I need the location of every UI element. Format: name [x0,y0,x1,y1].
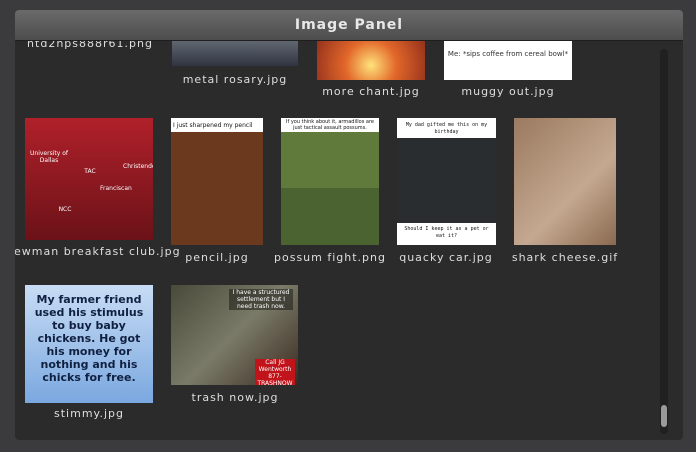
file-label[interactable]: quacky car.jpg [399,251,493,264]
image-text: My farmer friend used his stimulus to bu… [34,293,144,384]
file-label[interactable]: metal rosary.jpg [182,73,288,86]
image-text: If you think about it, armadillos are ju… [286,119,374,131]
image-text: TAC [84,168,96,175]
file-label[interactable]: ntd2hps888r61.png [27,41,153,50]
file-label[interactable]: ewman breakfast club.jpg [15,245,181,258]
file-label[interactable]: muggy out.jpg [461,85,555,98]
thumbnail[interactable] [514,118,616,245]
thumbnail[interactable]: University of Dallas TAC Franciscan Chri… [25,118,153,240]
thumbnail[interactable] [172,41,298,66]
image-text: Should I keep it as a pet or eat it? [404,226,489,239]
image-text: University of Dallas [30,150,68,164]
thumbnail[interactable]: I have a structured settlement but I nee… [171,285,298,385]
file-label[interactable]: shark cheese.gif [511,251,619,264]
thumbnail[interactable]: My farmer friend used his stimulus to bu… [25,285,153,403]
image-grid: ntd2hps888r61.png metal rosary.jpg more … [15,41,683,440]
file-label[interactable]: trash now.jpg [191,391,279,404]
thumbnail[interactable]: Me: *sips coffee from cereal bowl* [444,41,572,80]
file-label[interactable]: stimmy.jpg [54,407,124,420]
image-text: I have a structured settlement but I nee… [229,289,293,310]
file-label[interactable]: pencil.jpg [185,251,249,264]
image-text: My dad gifted me this on my birthday [405,122,488,135]
image-text: Me: *sips coffee from cereal bowl* [447,50,569,58]
thumbnail[interactable]: I just sharpened my pencil [171,118,263,245]
panel-title: Image Panel [15,10,683,41]
scrollbar-thumb[interactable] [661,405,667,427]
image-text: NCC [58,206,72,213]
image-panel: Image Panel ntd2hps888r61.png metal rosa… [15,10,683,440]
thumbnail[interactable]: If you think about it, armadillos are ju… [281,118,379,245]
image-text: Call JG Wentworth 877-TRASHNOW [255,359,295,385]
image-text: Franciscan [100,185,132,192]
thumbnail[interactable] [317,41,425,80]
file-label[interactable]: possum fight.png [274,251,386,264]
scrollbar-track[interactable] [660,49,668,434]
file-label[interactable]: more chant.jpg [322,85,420,98]
image-text: Christendom [123,163,153,170]
image-text: I just sharpened my pencil [173,122,253,129]
thumbnail[interactable]: My dad gifted me this on my birthday Sho… [397,118,496,245]
